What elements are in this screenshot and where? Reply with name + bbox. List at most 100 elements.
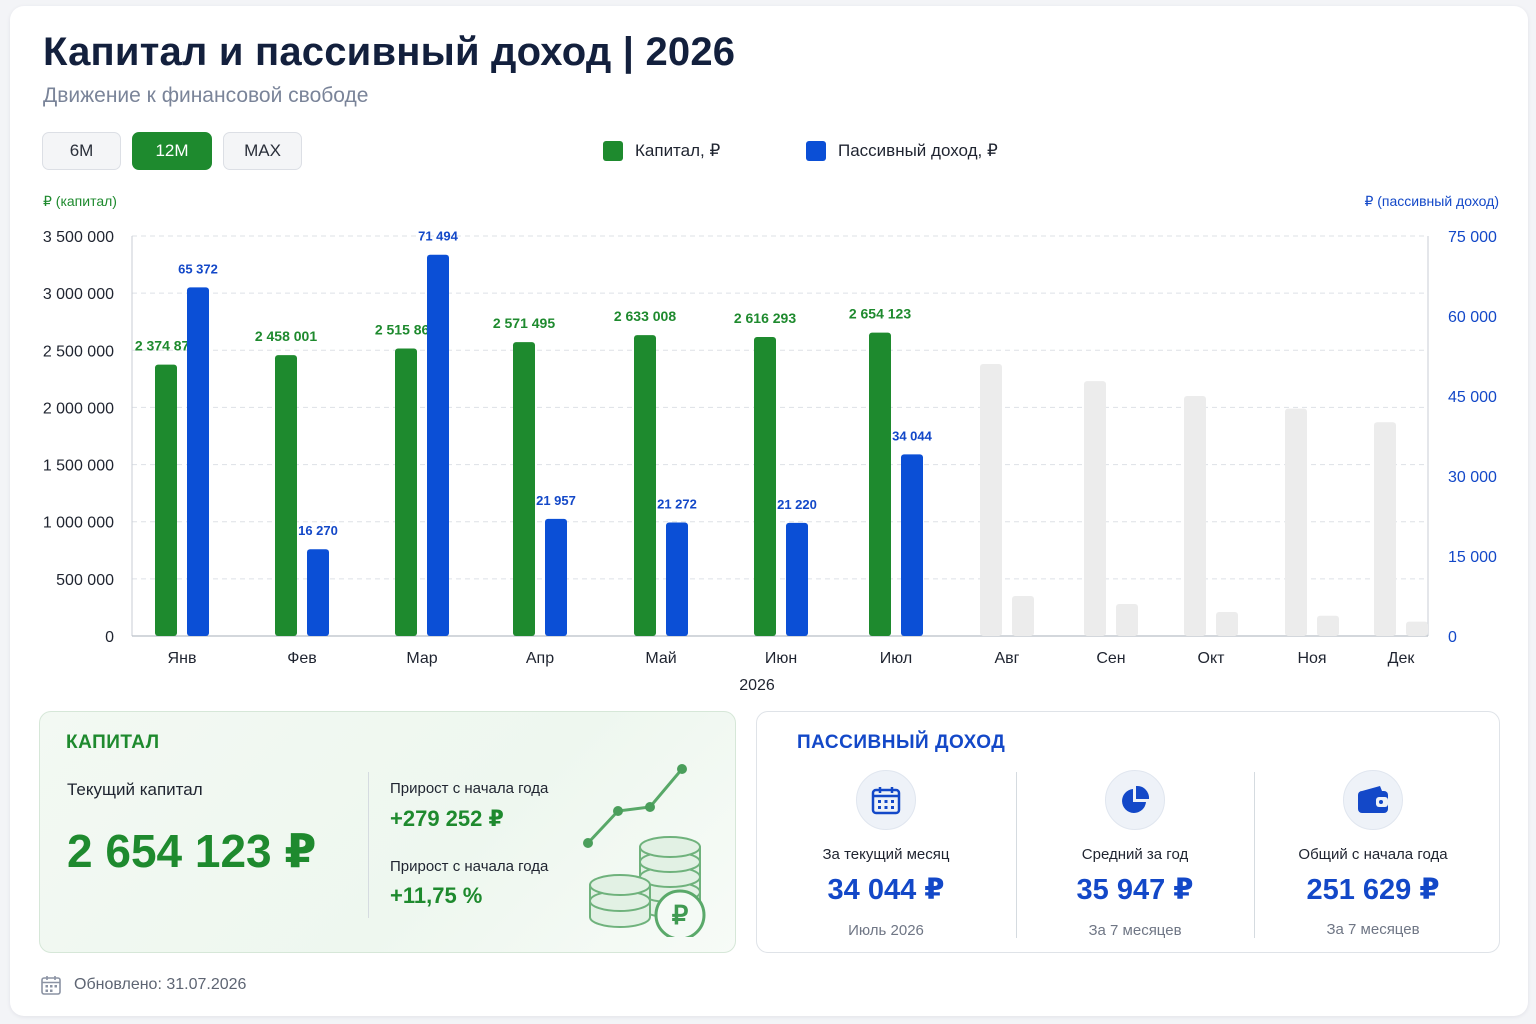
y-tick-right: 30 000 — [1448, 469, 1497, 486]
page-title: Капитал и пассивный доход | 2026 — [43, 30, 736, 74]
capital-data-label: 2 458 001 — [255, 328, 317, 344]
x-tick-label: Июн — [765, 650, 797, 667]
legend-capital-swatch — [603, 141, 623, 161]
future-passive-bar — [1012, 596, 1034, 636]
capital-bar — [395, 348, 417, 636]
x-tick-label: Июл — [880, 650, 912, 667]
capital-panel: КАПИТАЛ Текущий капитал 2 654 123 ₽ Прир… — [39, 711, 736, 953]
range-12m-button[interactable]: 12M — [132, 132, 212, 170]
current-month-value: 34 044 ₽ — [827, 874, 945, 906]
passive-data-label: 21 272 — [657, 497, 697, 512]
calendar-small-icon — [41, 976, 61, 995]
passive-bar — [187, 287, 209, 636]
passive-bar — [427, 254, 449, 636]
capital-bar — [754, 336, 776, 636]
x-tick-label: Мар — [406, 650, 437, 667]
future-capital-bar — [980, 364, 1002, 636]
future-capital-bar — [1084, 381, 1106, 636]
growth-label-abs: Прирост с начала года — [390, 780, 549, 797]
total-ytd-sub: За 7 месяцев — [1326, 921, 1420, 938]
legend-passive: Пассивный доход, ₽ — [806, 141, 998, 161]
capital-panel-title: КАПИТАЛ — [66, 732, 160, 753]
capital-passive-chart: ₽ (капитал) ₽ (пассивный доход) 0 500 000 1 … — [43, 193, 1499, 694]
capital-data-label: 2 654 123 — [849, 306, 911, 322]
passive-data-label: 21 957 — [536, 493, 576, 508]
y-tick-left: 3 500 000 — [43, 229, 114, 246]
y-tick-right: 45 000 — [1448, 389, 1497, 406]
passive-panel-title: ПАССИВНЫЙ ДОХОД — [797, 732, 1006, 753]
total-ytd-value: 251 629 ₽ — [1306, 874, 1440, 906]
legend-passive-swatch — [806, 141, 826, 161]
passive-data-label: 16 270 — [298, 523, 338, 538]
avg-year-sub: За 7 месяцев — [1088, 922, 1182, 939]
capital-divider — [368, 772, 369, 918]
y-tick-right: 60 000 — [1448, 309, 1497, 326]
passive-data-label: 34 044 — [892, 428, 933, 443]
y-tick-left: 0 — [105, 629, 114, 646]
capital-data-label: 2 515 862 — [375, 321, 437, 337]
y-tick-left: 1 000 000 — [43, 515, 114, 532]
current-capital-label: Текущий капитал — [67, 780, 203, 799]
range-max-button[interactable]: MAX — [223, 132, 302, 170]
y-tick-left: 500 000 — [56, 572, 114, 589]
passive-divider-1 — [1016, 772, 1017, 938]
capital-bar — [155, 364, 177, 636]
passive-bar — [545, 518, 567, 636]
y-tick-right: 0 — [1448, 629, 1457, 646]
capital-bar — [869, 332, 891, 636]
x-tick-label: Дек — [1388, 650, 1416, 667]
y-tick-left: 3 000 000 — [43, 286, 114, 303]
current-month-sub: Июль 2026 — [848, 922, 924, 939]
capital-data-label: 2 633 008 — [614, 308, 676, 324]
capital-data-label: 2 374 871 — [135, 338, 197, 354]
passive-income-panel: ПАССИВНЫЙ ДОХОД За текущий месяц 34 044 … — [756, 711, 1500, 953]
legend-capital: Капитал, ₽ — [603, 141, 720, 161]
x-tick-label: Апр — [526, 650, 554, 667]
range-6m-button[interactable]: 6M — [42, 132, 121, 170]
y-axis-right-label: ₽ (пассивный доход) — [1364, 193, 1499, 209]
total-ytd-label: Общий с начала года — [1298, 846, 1448, 863]
calendar-icon — [856, 770, 916, 830]
y-tick-left: 2 500 000 — [43, 343, 114, 360]
future-passive-bar — [1116, 604, 1138, 636]
passive-bar — [901, 454, 923, 636]
future-passive-bar — [1406, 621, 1428, 636]
passive-bar — [666, 522, 688, 636]
y-tick-right: 15 000 — [1448, 549, 1497, 566]
avg-year-label: Средний за год — [1081, 846, 1189, 863]
passive-bar — [307, 549, 329, 636]
wallet-icon — [1343, 770, 1403, 830]
x-tick-label: Окт — [1198, 650, 1226, 667]
capital-bar — [513, 342, 535, 636]
page-subtitle: Движение к финансовой свободе — [43, 84, 369, 107]
x-tick-label: Ноя — [1297, 650, 1326, 667]
capital-bar — [275, 355, 297, 636]
avg-year-value: 35 947 ₽ — [1076, 874, 1194, 906]
passive-bar — [786, 522, 808, 636]
last-updated: Обновлено: 31.07.2026 — [40, 974, 246, 996]
passive-data-label: 71 494 — [418, 229, 459, 244]
future-passive-bar — [1317, 615, 1339, 636]
passive-data-label: 65 372 — [178, 261, 218, 276]
future-capital-bar — [1184, 396, 1206, 636]
current-month-label: За текущий месяц — [822, 846, 950, 863]
x-axis-label: 2026 — [739, 677, 775, 694]
pie-chart-icon — [1105, 770, 1165, 830]
passive-divider-2 — [1254, 772, 1255, 938]
x-tick-label: Авг — [994, 650, 1019, 667]
legend-passive-label: Пассивный доход, ₽ — [838, 141, 998, 160]
svg-text:₽: ₽ — [672, 900, 689, 930]
y-tick-right: 75 000 — [1448, 229, 1497, 246]
growth-value-abs: +279 252 ₽ — [390, 806, 504, 831]
future-capital-bar — [1285, 408, 1307, 636]
growth-label-pct: Прирост с начала года — [390, 858, 549, 875]
y-axis-left-label: ₽ (капитал) — [43, 193, 117, 209]
passive-data-label: 21 220 — [777, 497, 817, 512]
x-tick-label: Сен — [1096, 650, 1125, 667]
last-updated-text: Обновлено: 31.07.2026 — [74, 976, 247, 993]
capital-data-label: 2 571 495 — [493, 315, 555, 331]
capital-data-label: 2 616 293 — [734, 310, 796, 326]
current-capital-value: 2 654 123 ₽ — [67, 825, 317, 877]
growth-value-pct: +11,75 % — [390, 883, 483, 908]
x-tick-label: Май — [645, 650, 676, 667]
